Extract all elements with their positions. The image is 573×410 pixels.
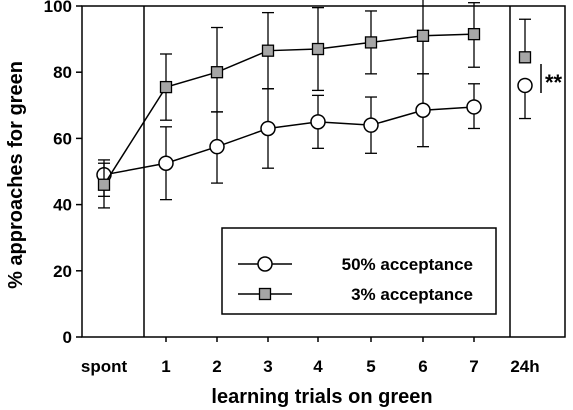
data-point xyxy=(466,99,482,115)
x-tick-label: 1 xyxy=(161,357,170,376)
legend-label: 3% acceptance xyxy=(351,285,473,304)
series-1 xyxy=(97,0,532,197)
data-point xyxy=(415,102,431,119)
annotation-layer: ** xyxy=(540,64,563,95)
data-point xyxy=(310,114,326,130)
x-tick-label: 7 xyxy=(469,357,478,376)
data-point xyxy=(210,66,224,79)
series-layer xyxy=(96,0,533,209)
legend-item: 50% acceptance xyxy=(238,255,473,274)
y-axis-label: % approaches for green xyxy=(5,61,27,289)
x-tick-label: 2 xyxy=(212,357,221,376)
x-axis: spont 1 2 3 4 5 6 7 24h xyxy=(81,337,540,376)
series-line xyxy=(103,106,475,176)
data-point xyxy=(518,51,532,64)
data-point xyxy=(159,80,173,94)
legend-marker xyxy=(257,256,273,272)
x-tick-label: spont xyxy=(81,357,128,376)
x-tick-label: 24h xyxy=(510,357,539,376)
data-point xyxy=(467,27,481,41)
data-point xyxy=(209,138,225,155)
x-tick-label: 5 xyxy=(366,357,375,376)
y-tick-label: 20 xyxy=(53,262,72,281)
significance-marker: ** xyxy=(545,70,563,95)
legend-marker xyxy=(258,287,272,301)
x-tick-label: 3 xyxy=(263,357,272,376)
legend-item: 3% acceptance xyxy=(238,285,473,304)
data-point xyxy=(158,155,174,171)
data-point xyxy=(416,29,430,42)
y-tick-label: 0 xyxy=(63,328,72,347)
data-point xyxy=(260,120,276,137)
x-tick-label: 4 xyxy=(313,357,323,376)
data-point xyxy=(364,36,378,49)
data-point xyxy=(517,77,533,94)
data-point xyxy=(261,44,275,57)
y-axis: 0 20 40 60 80 100 xyxy=(44,0,82,347)
plot-frame xyxy=(81,5,566,338)
plot-border xyxy=(81,5,566,338)
data-point xyxy=(311,42,325,56)
x-axis-label: learning trials on green xyxy=(211,386,432,408)
data-point xyxy=(363,117,379,133)
y-tick-label: 80 xyxy=(53,63,72,82)
series-0 xyxy=(96,73,533,209)
series-line xyxy=(103,33,475,186)
x-tick-label: 6 xyxy=(418,357,427,376)
data-point xyxy=(97,178,111,191)
y-tick-label: 40 xyxy=(53,196,72,215)
legend-label: 50% acceptance xyxy=(342,255,473,274)
legend: 50% acceptance 3% acceptance xyxy=(221,227,497,315)
y-tick-label: 60 xyxy=(53,129,72,148)
y-tick-label: 100 xyxy=(44,0,72,16)
